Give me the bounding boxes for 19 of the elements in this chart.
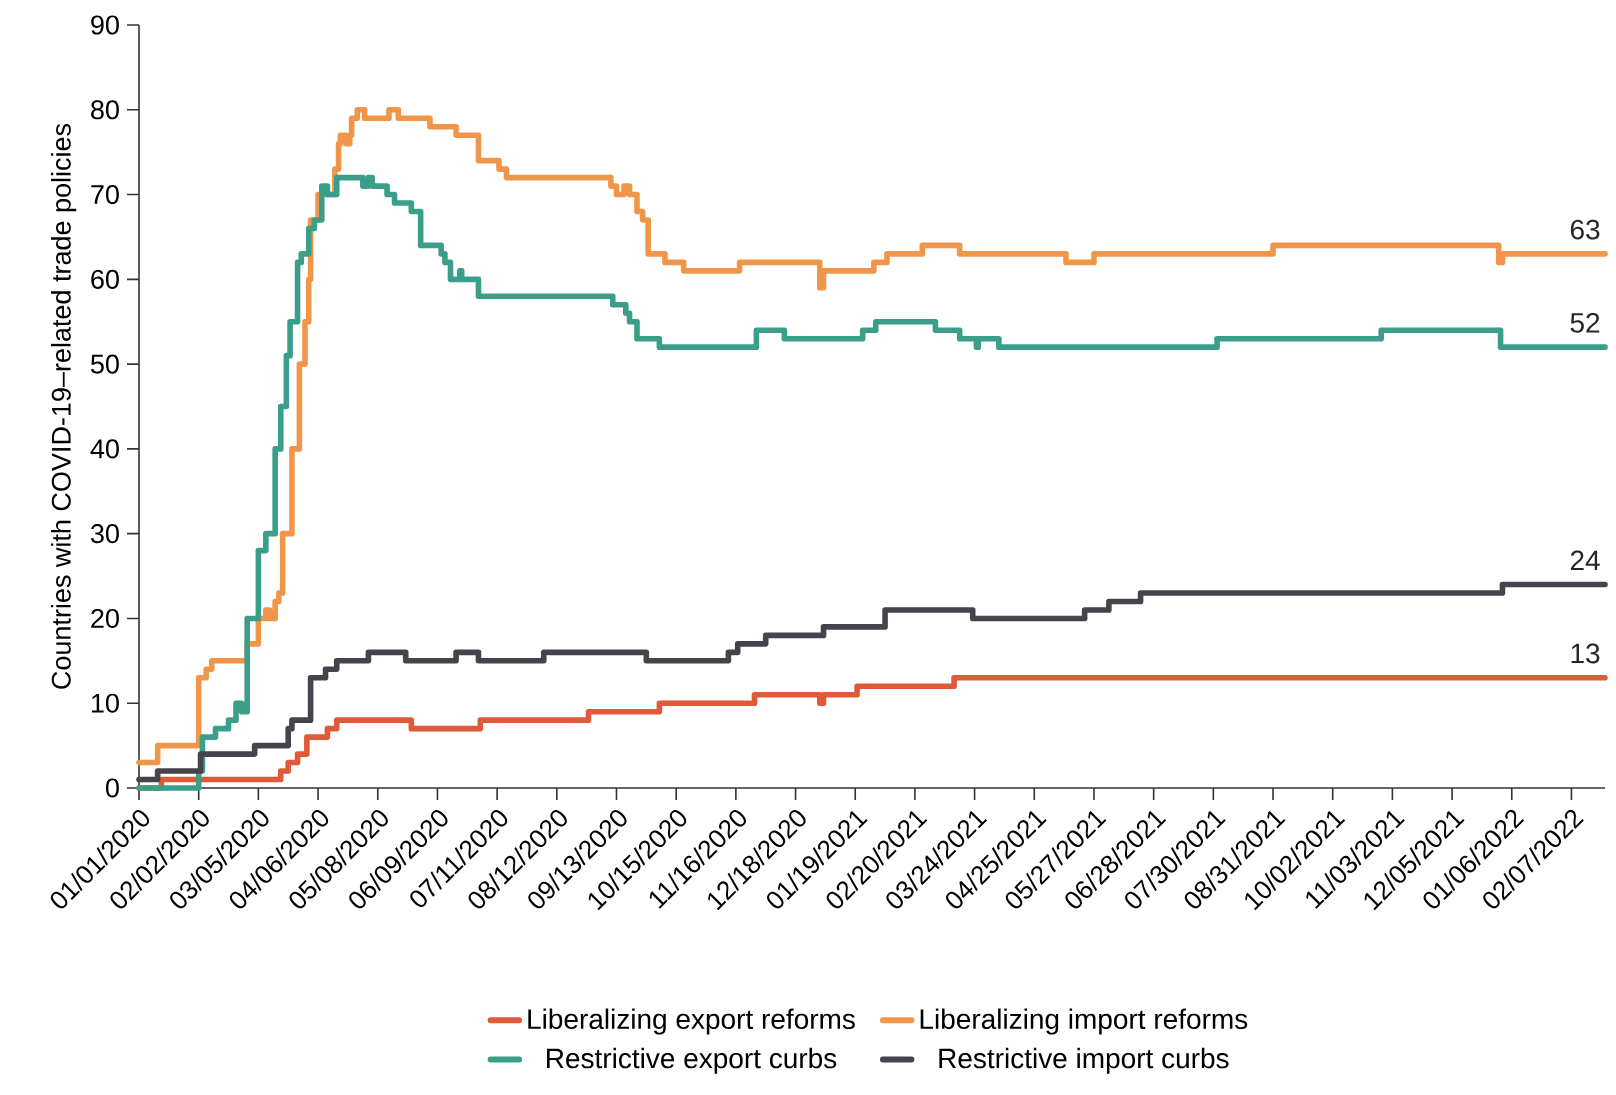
y-tick-label: 20 [91, 608, 119, 628]
legend-label: Restrictive export curbs [547, 1047, 837, 1074]
y-tick-label: 60 [91, 269, 119, 289]
annotation: 24 [1570, 550, 1600, 571]
y-tick-label: 10 [91, 693, 119, 713]
y-tick-label: 0 [105, 778, 119, 798]
legend-label: Liberalizing export reforms [528, 1008, 855, 1035]
annotation: 52 [1570, 312, 1600, 333]
y-tick-label: 30 [90, 524, 119, 544]
legend-label: Liberalizing import reforms [920, 1008, 1248, 1035]
y-tick-label: 80 [91, 100, 119, 120]
annotation: 13 [1571, 643, 1600, 664]
y-tick-label: 90 [91, 15, 119, 35]
y-tick-label: 50 [90, 354, 119, 374]
annotation: 63 [1570, 219, 1600, 240]
legend-label: Restrictive import curbs [939, 1047, 1229, 1074]
y-tick-label: 70 [91, 185, 119, 205]
y-tick-label: 40 [90, 439, 119, 459]
y-axis-title: Countries with COVID-19–related trade policies [51, 123, 77, 689]
